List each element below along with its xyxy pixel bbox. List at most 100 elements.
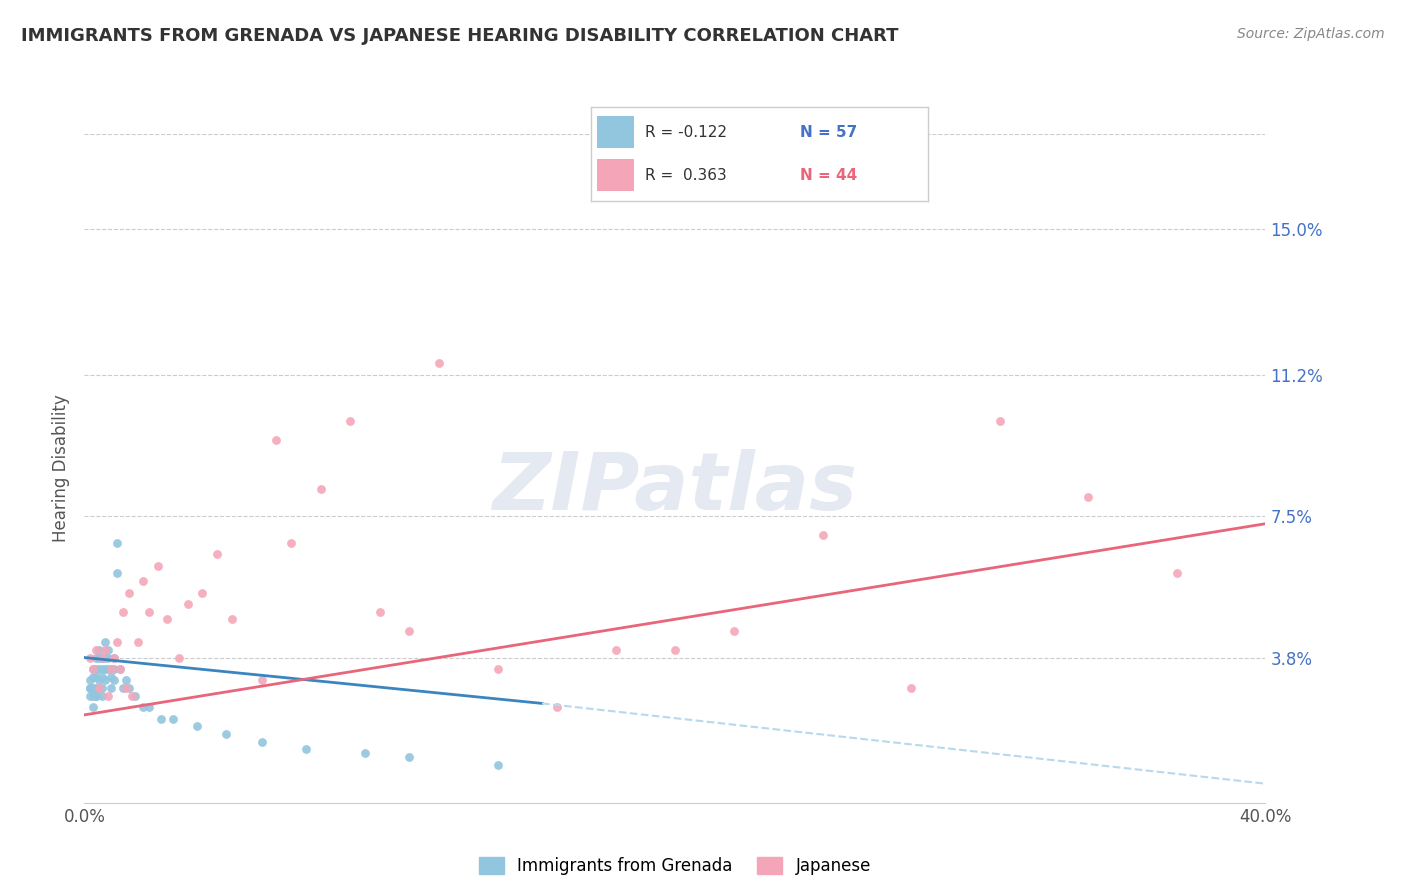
Point bbox=[94, 635, 117, 649]
Point bbox=[150, 712, 173, 726]
Point bbox=[132, 700, 155, 714]
Point bbox=[82, 700, 104, 714]
Point bbox=[91, 662, 114, 676]
Point bbox=[108, 662, 131, 676]
Point bbox=[84, 689, 107, 703]
Point bbox=[138, 605, 160, 619]
Point bbox=[84, 681, 107, 695]
Point bbox=[205, 547, 228, 561]
Point bbox=[103, 662, 125, 676]
Point bbox=[988, 413, 1011, 427]
Point bbox=[486, 662, 509, 676]
Point bbox=[108, 662, 131, 676]
Point bbox=[79, 681, 101, 695]
Text: N = 57: N = 57 bbox=[800, 125, 858, 140]
Point bbox=[105, 635, 128, 649]
Point bbox=[94, 650, 117, 665]
Point bbox=[111, 605, 134, 619]
Point bbox=[162, 712, 184, 726]
Point bbox=[486, 757, 509, 772]
Point bbox=[97, 650, 120, 665]
Point bbox=[103, 673, 125, 688]
Point bbox=[79, 650, 101, 665]
Point bbox=[87, 650, 111, 665]
Point bbox=[215, 727, 238, 741]
Point bbox=[132, 574, 155, 588]
Text: ZIPatlas: ZIPatlas bbox=[492, 450, 858, 527]
Point bbox=[167, 650, 190, 665]
Text: R = -0.122: R = -0.122 bbox=[644, 125, 727, 140]
Point bbox=[82, 681, 104, 695]
Point bbox=[221, 612, 243, 626]
Point bbox=[118, 681, 141, 695]
Point bbox=[295, 742, 318, 756]
Point bbox=[79, 681, 101, 695]
Point bbox=[91, 670, 114, 684]
Point bbox=[186, 719, 208, 733]
FancyBboxPatch shape bbox=[598, 160, 634, 191]
Text: Source: ZipAtlas.com: Source: ZipAtlas.com bbox=[1237, 27, 1385, 41]
Text: IMMIGRANTS FROM GRENADA VS JAPANESE HEARING DISABILITY CORRELATION CHART: IMMIGRANTS FROM GRENADA VS JAPANESE HEAR… bbox=[21, 27, 898, 45]
Point bbox=[87, 662, 111, 676]
Point bbox=[339, 413, 361, 427]
Point bbox=[280, 536, 302, 550]
Point bbox=[87, 681, 111, 695]
Y-axis label: Hearing Disability: Hearing Disability bbox=[52, 394, 70, 542]
Point bbox=[91, 650, 114, 665]
Point bbox=[427, 356, 450, 370]
Text: R =  0.363: R = 0.363 bbox=[644, 168, 727, 183]
Point bbox=[91, 681, 114, 695]
Point bbox=[114, 681, 136, 695]
Text: N = 44: N = 44 bbox=[800, 168, 858, 183]
Point bbox=[79, 689, 101, 703]
Point bbox=[664, 643, 686, 657]
Point bbox=[84, 662, 107, 676]
Point bbox=[398, 750, 420, 764]
Point bbox=[1077, 490, 1099, 504]
Point bbox=[121, 689, 143, 703]
Point bbox=[1166, 566, 1188, 581]
Point bbox=[148, 558, 170, 573]
Point bbox=[84, 670, 107, 684]
Point bbox=[723, 624, 745, 638]
Point bbox=[156, 612, 179, 626]
Point bbox=[127, 635, 149, 649]
Point bbox=[91, 650, 114, 665]
Point bbox=[103, 650, 125, 665]
Point bbox=[84, 650, 107, 665]
Point bbox=[91, 689, 114, 703]
Point bbox=[87, 673, 111, 688]
Point bbox=[124, 689, 146, 703]
Point bbox=[94, 662, 117, 676]
Point bbox=[97, 643, 120, 657]
Point bbox=[811, 528, 834, 542]
Point bbox=[398, 624, 420, 638]
Point bbox=[82, 670, 104, 684]
Point bbox=[103, 650, 125, 665]
Point bbox=[118, 585, 141, 599]
Point bbox=[87, 643, 111, 657]
Point bbox=[82, 662, 104, 676]
Point bbox=[97, 689, 120, 703]
Point bbox=[191, 585, 214, 599]
Point bbox=[94, 673, 117, 688]
Legend: Immigrants from Grenada, Japanese: Immigrants from Grenada, Japanese bbox=[472, 850, 877, 881]
Point bbox=[105, 536, 128, 550]
Point bbox=[100, 681, 122, 695]
Point bbox=[105, 566, 128, 581]
Point bbox=[100, 662, 122, 676]
Point bbox=[94, 643, 117, 657]
Point bbox=[100, 670, 122, 684]
Point bbox=[250, 673, 273, 688]
Point bbox=[111, 681, 134, 695]
Point bbox=[82, 662, 104, 676]
Point bbox=[354, 746, 377, 760]
Point bbox=[250, 734, 273, 748]
Point bbox=[84, 643, 107, 657]
Point bbox=[546, 700, 568, 714]
Point bbox=[368, 605, 391, 619]
Point bbox=[264, 433, 288, 447]
Point bbox=[900, 681, 922, 695]
Point bbox=[87, 681, 111, 695]
Point bbox=[138, 700, 160, 714]
